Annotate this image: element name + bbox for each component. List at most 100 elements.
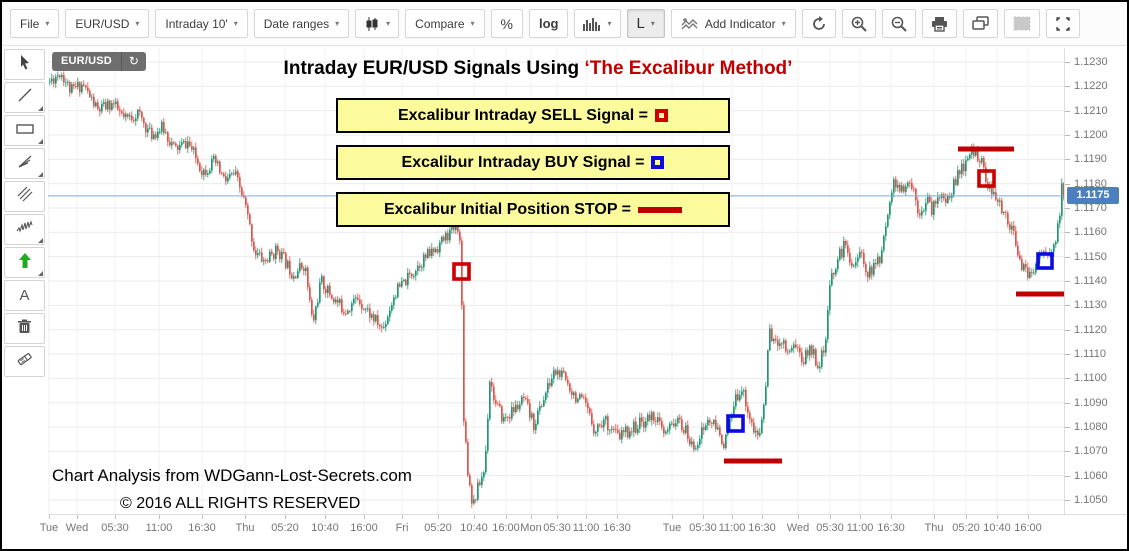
y-axis-label: 1.1070 — [1074, 445, 1108, 458]
rectangle-icon — [15, 122, 34, 140]
trash-icon — [18, 319, 31, 339]
file-menu-button[interactable]: File ▾ — [10, 9, 60, 38]
x-axis-label: 11:00 — [145, 522, 173, 534]
snapshot-button[interactable] — [1003, 9, 1040, 38]
volume-style-button[interactable]: ▾ — [574, 9, 621, 38]
y-axis-tick — [1065, 110, 1070, 112]
cursor-icon — [18, 54, 32, 75]
eraser-tool-button[interactable] — [4, 346, 45, 377]
legend-buy-row: Excalibur Intraday BUY Signal = — [336, 145, 730, 180]
time-axis[interactable]: Tue Wed 05:30 11:00 16:30 Thu 05:20 10:40 16:00 F… — [40, 515, 1064, 549]
x-axis-label: 10:40 — [983, 522, 1011, 534]
x-axis-tick — [285, 515, 286, 519]
submenu-corner-icon — [38, 238, 43, 243]
trend-line-tool-button[interactable] — [4, 82, 45, 113]
x-axis-label: 05:30 — [101, 522, 129, 534]
log-label: log — [538, 16, 559, 31]
candlestick-chart[interactable] — [48, 48, 1064, 514]
duplicate-chart-button[interactable] — [962, 9, 998, 38]
layout-button[interactable]: L ▾ — [626, 9, 665, 38]
y-axis-tick — [1065, 402, 1070, 404]
delete-tool-button[interactable] — [4, 313, 45, 344]
text-a-icon: A — [19, 287, 30, 304]
x-axis-label: 16:00 — [1014, 522, 1042, 534]
y-axis-label: 1.1160 — [1074, 226, 1107, 239]
chart-title-black: Intraday EUR/USD Signals Using — [283, 58, 585, 79]
print-button[interactable] — [921, 9, 957, 38]
x-axis-label: 05:30 — [689, 522, 717, 534]
x-axis-label: Thu — [924, 522, 944, 534]
y-axis-label: 1.1170 — [1074, 201, 1107, 214]
submenu-corner-icon — [38, 106, 43, 111]
x-axis-label: 16:30 — [188, 522, 216, 534]
y-axis-tick — [1065, 256, 1070, 258]
brush-tool-button[interactable] — [4, 214, 45, 245]
symbol-menu-button[interactable]: EUR/USD ▾ — [65, 9, 150, 38]
x-axis-tick — [557, 515, 558, 519]
buy-signal-marker[interactable] — [726, 414, 745, 433]
refresh-symbol-icon[interactable]: ↻ — [120, 52, 146, 71]
chart-style-button[interactable]: ▾ — [355, 9, 400, 38]
buy-signal-marker[interactable] — [1036, 252, 1054, 270]
x-axis-tick — [402, 515, 403, 519]
fan-lines-tool-button[interactable] — [4, 148, 45, 179]
x-axis-label: Fri — [395, 522, 409, 534]
x-axis-tick — [586, 515, 587, 519]
x-axis-tick — [997, 515, 998, 519]
x-axis-tick — [325, 515, 326, 519]
submenu-corner-icon — [38, 139, 43, 144]
sell-signal-marker[interactable] — [452, 262, 471, 281]
x-axis-label: 10:40 — [311, 522, 339, 534]
compare-menu-button[interactable]: Compare ▾ — [405, 9, 485, 38]
cursor-tool-button[interactable] — [4, 49, 45, 80]
price-axis[interactable]: 1.1175 1.1230 1.1220 1.1210 1.1200 1.1190 1.1… — [1065, 48, 1127, 514]
y-axis-label: 1.1210 — [1074, 104, 1108, 117]
arrow-marker-tool-button[interactable] — [4, 247, 45, 278]
y-axis-label: 1.1150 — [1074, 250, 1107, 263]
chart-symbol-label: EUR/USD — [52, 52, 121, 71]
fullscreen-button[interactable] — [1045, 9, 1080, 38]
x-axis-label: Wed — [786, 522, 810, 534]
y-axis-label: 1.1120 — [1074, 323, 1107, 336]
interval-label: Intraday 10' — [165, 16, 228, 31]
x-axis-label: Tue — [39, 522, 59, 534]
y-axis-tick — [1065, 183, 1070, 185]
y-axis-label: 1.1130 — [1074, 299, 1107, 312]
x-axis-label: 05:20 — [271, 522, 299, 534]
chart-title-red: ‘The Excalibur Method’ — [584, 58, 793, 79]
refresh-icon — [811, 15, 827, 32]
refresh-button[interactable] — [801, 9, 836, 38]
printer-icon — [931, 16, 948, 32]
y-axis-label: 1.1050 — [1074, 493, 1108, 506]
add-indicator-button[interactable]: Add Indicator ▾ — [670, 9, 796, 38]
zoom-out-button[interactable] — [881, 9, 916, 38]
axis-divider-horizontal — [48, 514, 1127, 515]
chevron-down-icon: ▾ — [470, 19, 475, 28]
percent-scale-button[interactable]: % — [490, 9, 523, 38]
chart-symbol-badge[interactable]: EUR/USD ↻ — [52, 52, 146, 71]
x-axis-tick — [77, 515, 78, 519]
text-tool-button[interactable]: A — [4, 280, 45, 311]
x-axis-label: Mon — [520, 522, 542, 534]
y-axis-tick — [1065, 305, 1070, 307]
interval-menu-button[interactable]: Intraday 10' ▾ — [155, 9, 248, 38]
rectangle-tool-button[interactable] — [4, 115, 45, 146]
buy-marker-icon — [651, 156, 665, 169]
parallel-lines-tool-button[interactable] — [4, 181, 45, 212]
y-axis-label: 1.1110 — [1074, 347, 1107, 360]
zoom-in-button[interactable] — [841, 9, 876, 38]
brush-squiggle-icon — [16, 220, 34, 239]
chart-pane[interactable]: EUR/USD ↻ Intraday EUR/USD Signals Using… — [48, 48, 1064, 514]
x-axis-tick — [617, 515, 618, 519]
chevron-down-icon: ▾ — [386, 19, 391, 28]
y-axis-label: 1.1220 — [1074, 80, 1108, 93]
log-scale-button[interactable]: log — [528, 9, 569, 38]
x-axis-tick — [506, 515, 507, 519]
x-axis-tick — [732, 515, 733, 519]
date-ranges-menu-button[interactable]: Date ranges ▾ — [253, 9, 350, 38]
sell-signal-marker[interactable] — [977, 169, 996, 188]
x-axis-tick — [891, 515, 892, 519]
drawing-tools-sidebar: A — [2, 47, 47, 549]
last-price-badge: 1.1175 — [1067, 186, 1119, 204]
y-axis-label: 1.1190 — [1074, 153, 1107, 166]
